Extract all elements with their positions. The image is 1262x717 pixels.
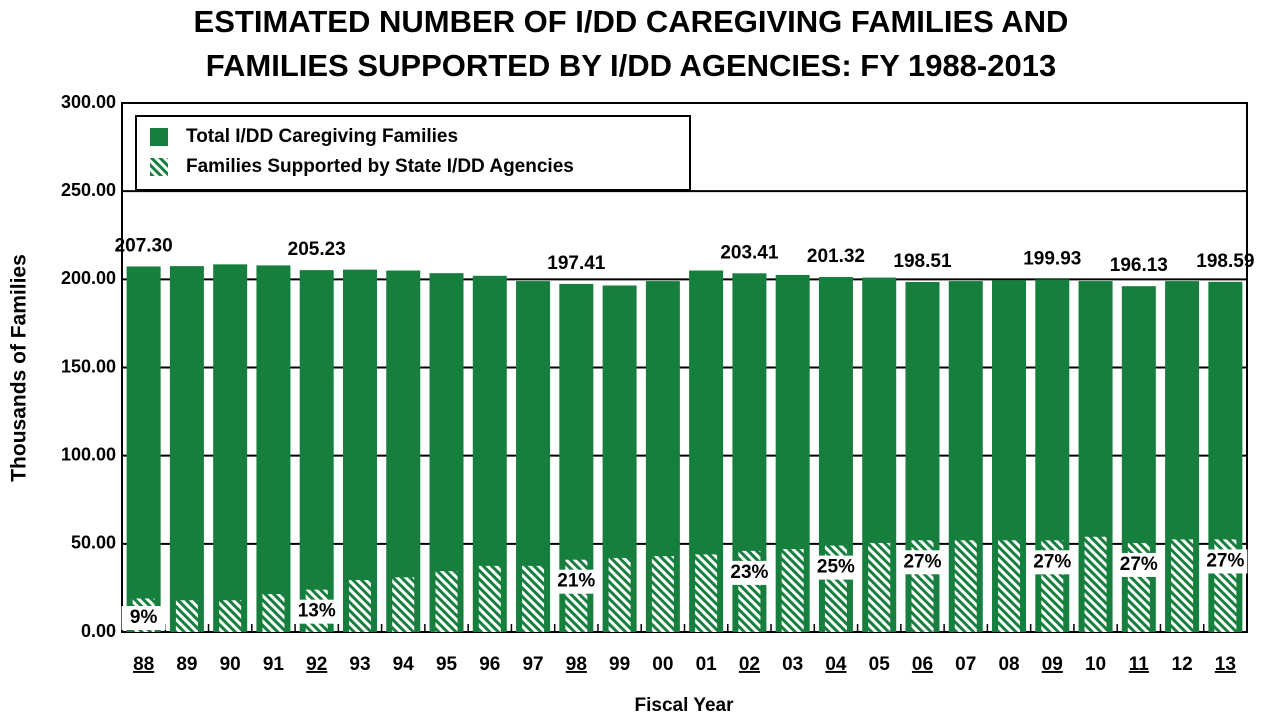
bar: [392, 577, 415, 632]
x-tick-label: 92: [306, 654, 327, 675]
x-tick-label: 98: [566, 654, 587, 675]
x-tick-label: 08: [998, 654, 1019, 675]
data-label: 196.13: [1110, 255, 1168, 276]
bar: [608, 557, 631, 632]
x-axis-label: Fiscal Year: [635, 695, 735, 716]
bar: [522, 565, 545, 632]
bar: [299, 270, 334, 632]
bar: [998, 540, 1021, 632]
bar: [651, 556, 674, 632]
x-tick-label: 09: [1042, 654, 1063, 675]
annotation: 27%: [1206, 550, 1244, 571]
legend-label: Families Supported by State I/DD Agencie…: [186, 156, 574, 177]
x-tick-label: 97: [522, 654, 543, 675]
annotation-bg: [121, 606, 166, 630]
annotation-bg: [727, 560, 772, 585]
annotation: 27%: [903, 551, 941, 572]
x-tick-label: 04: [825, 654, 847, 675]
x-tick-label: 03: [782, 654, 803, 675]
bar: [256, 265, 291, 632]
x-tick-label: 12: [1172, 654, 1193, 675]
annotation-bg: [900, 550, 945, 575]
bar: [169, 266, 204, 632]
data-label: 198.59: [1196, 251, 1254, 272]
x-tick-label: 90: [220, 654, 241, 675]
annotation: 13%: [298, 601, 336, 622]
annotation: 9%: [130, 607, 158, 628]
annotation: 25%: [817, 557, 855, 578]
bar: [478, 565, 501, 632]
bar: [342, 269, 377, 632]
x-tick-label: 95: [436, 654, 458, 675]
bar: [695, 554, 718, 632]
x-tick-label: 94: [393, 654, 415, 675]
y-tick-label: 150.00: [61, 356, 116, 376]
chart-title: FAMILIES SUPPORTED BY I/DD AGENCIES: FY …: [206, 48, 1056, 83]
bar: [348, 579, 371, 632]
annotation-bg: [554, 569, 599, 594]
y-tick-label: 200.00: [61, 268, 116, 288]
y-tick-label: 50.00: [71, 533, 116, 553]
y-tick-label: 100.00: [61, 444, 116, 464]
y-tick-label: 300.00: [61, 92, 116, 112]
annotation: 21%: [557, 571, 595, 592]
y-axis-label: Thousands of Families: [8, 254, 31, 482]
bar: [1084, 536, 1107, 632]
x-tick-label: 05: [869, 654, 891, 675]
data-label: 203.41: [720, 242, 779, 263]
bar: [213, 264, 248, 632]
data-label: 207.30: [115, 235, 173, 256]
x-tick-label: 07: [955, 654, 976, 675]
x-tick-label: 06: [912, 654, 933, 675]
x-tick-label: 89: [176, 654, 197, 675]
x-tick-label: 91: [263, 654, 285, 675]
bar: [262, 594, 285, 632]
legend-box: [135, 115, 691, 191]
bar: [126, 266, 161, 632]
bar: [435, 571, 458, 632]
x-tick-label: 02: [739, 654, 760, 675]
annotation: 27%: [1033, 551, 1071, 572]
annotation-bg: [1030, 550, 1075, 575]
x-tick-label: 13: [1215, 654, 1236, 675]
bar: [219, 600, 242, 632]
annotation-bg: [1203, 549, 1248, 574]
x-tick-label: 99: [609, 654, 630, 675]
x-tick-label: 10: [1085, 654, 1106, 675]
bar: [781, 549, 804, 632]
y-tick-label: 0.00: [81, 621, 116, 641]
x-tick-label: 88: [133, 654, 154, 675]
x-tick-label: 11: [1129, 654, 1150, 675]
chart-title: ESTIMATED NUMBER OF I/DD CAREGIVING FAMI…: [194, 4, 1069, 39]
x-tick-label: 00: [652, 654, 673, 675]
annotation-bg: [294, 599, 339, 624]
x-tick-label: 93: [349, 654, 370, 675]
data-label: 198.51: [893, 251, 952, 272]
y-tick-label: 250.00: [61, 180, 116, 200]
bar: [954, 540, 977, 632]
bar: [868, 542, 891, 632]
legend-label: Total I/DD Caregiving Families: [186, 126, 458, 147]
x-tick-label: 96: [479, 654, 500, 675]
data-label: 197.41: [547, 253, 606, 274]
x-tick-label: 01: [696, 654, 718, 675]
annotation: 23%: [730, 562, 768, 583]
legend-swatch: [150, 158, 168, 176]
annotation-bg: [813, 555, 858, 580]
data-label: 201.32: [807, 246, 865, 267]
bar: [175, 600, 198, 632]
data-label: 199.93: [1023, 248, 1081, 269]
bar: [386, 270, 421, 632]
annotation-bg: [1116, 552, 1161, 577]
bar: [1171, 539, 1194, 632]
data-label: 205.23: [288, 239, 346, 260]
annotation: 27%: [1120, 554, 1158, 575]
legend-swatch: [150, 128, 168, 146]
